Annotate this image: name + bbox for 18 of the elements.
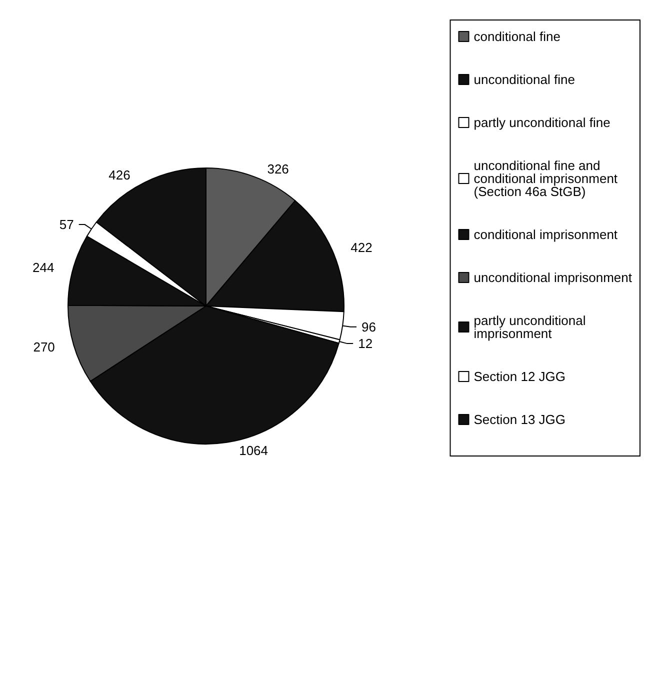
data-label: 57: [59, 217, 74, 232]
legend-label: unconditional fine: [474, 72, 575, 87]
data-label: 426: [108, 168, 130, 183]
data-label: 270: [33, 340, 55, 355]
data-label: 326: [267, 161, 289, 176]
legend-label: Section 12 JGG: [474, 369, 566, 384]
legend-label: unconditional fine and conditional imprisonment (Section 46a StGB): [474, 158, 622, 199]
data-label: 1064: [239, 442, 268, 458]
legend-label: unconditional imprisonment: [474, 270, 632, 285]
data-label: 422: [350, 240, 372, 255]
legend-label: Section 13 JGG: [474, 412, 566, 427]
legend-label: conditional fine: [474, 29, 560, 44]
data-label: 244: [32, 260, 54, 275]
legend-label: partly unconditional fine: [474, 115, 610, 130]
legend-label: partly unconditional imprisonment: [474, 313, 590, 341]
legend-label: conditional imprisonment: [474, 227, 618, 242]
data-label: 12: [358, 336, 373, 352]
data-label: 96: [361, 319, 376, 334]
